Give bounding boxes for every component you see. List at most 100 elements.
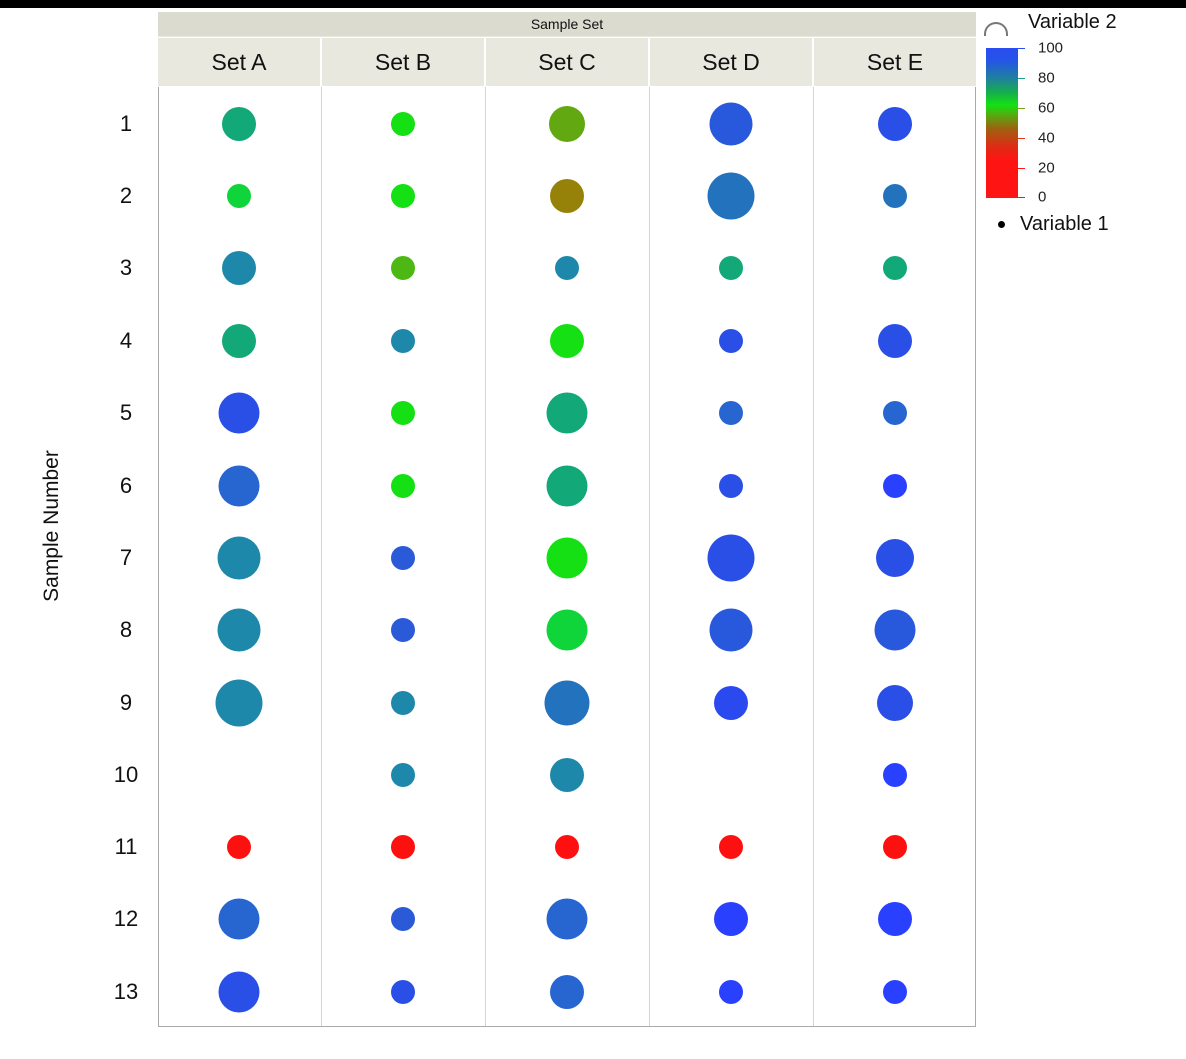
tick-mark xyxy=(1018,108,1025,109)
bubble-set-d-row-4[interactable] xyxy=(719,329,743,353)
column-header-set-c[interactable]: Set C xyxy=(486,38,648,86)
row-label-10: 10 xyxy=(113,762,139,787)
bubble-set-e-row-3[interactable] xyxy=(883,256,907,280)
column-header-set-d[interactable]: Set D xyxy=(650,38,812,86)
bubble-set-a-row-9[interactable] xyxy=(215,679,263,727)
tick-label-80: 80 xyxy=(1038,69,1055,87)
tick-label-40: 40 xyxy=(1038,129,1055,147)
bubble-set-d-row-9[interactable] xyxy=(714,686,748,720)
column-divider xyxy=(321,87,322,1026)
bubble-set-e-row-7[interactable] xyxy=(876,539,914,577)
bubble-set-b-row-7[interactable] xyxy=(391,546,415,570)
bubble-set-c-row-7[interactable] xyxy=(546,537,588,579)
row-label-7: 7 xyxy=(119,545,133,570)
super-header-label: Sample Set xyxy=(530,16,604,32)
column-header-set-e[interactable]: Set E xyxy=(814,38,976,86)
bubble-set-a-row-7[interactable] xyxy=(217,536,261,580)
column-divider xyxy=(649,87,650,1026)
bubble-set-a-row-2[interactable] xyxy=(227,184,251,208)
bubble-set-c-row-9[interactable] xyxy=(544,680,590,726)
bubble-set-d-row-7[interactable] xyxy=(707,534,755,582)
bubble-set-c-row-10[interactable] xyxy=(550,758,584,792)
bubble-set-a-row-1[interactable] xyxy=(222,107,256,141)
column-headers: Set A Set B Set C Set D Set E xyxy=(158,38,976,86)
row-label-3: 3 xyxy=(119,255,133,280)
bubble-set-d-row-11[interactable] xyxy=(719,835,743,859)
row-label-13: 13 xyxy=(113,979,139,1004)
bubble-set-a-row-5[interactable] xyxy=(218,392,260,434)
bubble-set-c-row-5[interactable] xyxy=(546,392,588,434)
bubble-set-e-row-4[interactable] xyxy=(878,324,912,358)
bubble-set-a-row-12[interactable] xyxy=(218,898,260,940)
row-label-2: 2 xyxy=(119,183,133,208)
bubble-set-b-row-3[interactable] xyxy=(391,256,415,280)
tick-label-20: 20 xyxy=(1038,159,1055,177)
bubble-set-c-row-6[interactable] xyxy=(546,465,588,507)
bubble-set-e-row-1[interactable] xyxy=(878,107,912,141)
bubble-set-b-row-1[interactable] xyxy=(391,112,415,136)
bubble-set-e-row-10[interactable] xyxy=(883,763,907,787)
tick-mark xyxy=(1018,197,1025,198)
bubble-set-a-row-11[interactable] xyxy=(227,835,251,859)
row-label-5: 5 xyxy=(119,400,133,425)
legend: Variable 2 100 80 60 40 20 0 Variable 1 xyxy=(982,8,1186,248)
size-legend-dot-icon xyxy=(998,221,1005,228)
tick-mark xyxy=(1018,168,1025,169)
bubble-set-e-row-5[interactable] xyxy=(883,401,907,425)
row-label-11: 11 xyxy=(114,834,138,859)
row-label-4: 4 xyxy=(119,328,133,353)
bubble-set-e-row-8[interactable] xyxy=(874,609,916,651)
bubble-set-d-row-12[interactable] xyxy=(714,902,748,936)
bubble-set-b-row-2[interactable] xyxy=(391,184,415,208)
bubble-set-c-row-4[interactable] xyxy=(550,324,584,358)
bubble-set-e-row-6[interactable] xyxy=(883,474,907,498)
bubble-set-b-row-12[interactable] xyxy=(391,907,415,931)
column-divider xyxy=(485,87,486,1026)
tick-mark xyxy=(1018,138,1025,139)
bubble-set-e-row-9[interactable] xyxy=(877,685,913,721)
bubble-set-d-row-2[interactable] xyxy=(707,172,755,220)
bubble-set-c-row-3[interactable] xyxy=(555,256,579,280)
bubble-set-e-row-13[interactable] xyxy=(883,980,907,1004)
bubble-set-c-row-1[interactable] xyxy=(549,106,585,142)
bubble-set-e-row-12[interactable] xyxy=(878,902,912,936)
plot-area xyxy=(158,87,976,1027)
bubble-set-b-row-11[interactable] xyxy=(391,835,415,859)
bubble-set-d-row-5[interactable] xyxy=(719,401,743,425)
bubble-set-a-row-3[interactable] xyxy=(222,251,256,285)
row-label-8: 8 xyxy=(119,617,133,642)
bubble-set-b-row-10[interactable] xyxy=(391,763,415,787)
bubble-set-c-row-12[interactable] xyxy=(546,898,588,940)
legend-size-title: Variable 1 xyxy=(1020,213,1109,235)
bubble-set-d-row-6[interactable] xyxy=(719,474,743,498)
bubble-set-c-row-2[interactable] xyxy=(550,179,584,213)
bubble-set-d-row-13[interactable] xyxy=(719,980,743,1004)
bubble-set-b-row-13[interactable] xyxy=(391,980,415,1004)
y-axis-title: Sample Number xyxy=(40,450,63,602)
bubble-set-e-row-11[interactable] xyxy=(883,835,907,859)
bubble-set-b-row-4[interactable] xyxy=(391,329,415,353)
bubble-set-b-row-6[interactable] xyxy=(391,474,415,498)
bubble-set-b-row-9[interactable] xyxy=(391,691,415,715)
bubble-set-d-row-3[interactable] xyxy=(719,256,743,280)
tick-mark xyxy=(1018,78,1025,79)
tick-label-60: 60 xyxy=(1038,99,1055,117)
bubble-set-d-row-8[interactable] xyxy=(709,608,753,652)
bubble-set-b-row-5[interactable] xyxy=(391,401,415,425)
bubble-set-a-row-4[interactable] xyxy=(222,324,256,358)
bubble-set-c-row-11[interactable] xyxy=(555,835,579,859)
bubble-set-a-row-13[interactable] xyxy=(218,971,260,1013)
bubble-set-a-row-8[interactable] xyxy=(217,608,261,652)
row-label-1: 1 xyxy=(119,111,133,136)
column-header-set-b[interactable]: Set B xyxy=(322,38,484,86)
bubble-set-b-row-8[interactable] xyxy=(391,618,415,642)
bubble-set-e-row-2[interactable] xyxy=(883,184,907,208)
column-header-set-a[interactable]: Set A xyxy=(158,38,320,86)
tick-mark xyxy=(1018,48,1025,49)
tick-label-0: 0 xyxy=(1038,188,1047,206)
bubble-set-c-row-8[interactable] xyxy=(546,609,588,651)
bubble-set-d-row-1[interactable] xyxy=(709,102,753,146)
row-label-6: 6 xyxy=(119,473,133,498)
bubble-set-a-row-6[interactable] xyxy=(218,465,260,507)
bubble-set-c-row-13[interactable] xyxy=(550,975,584,1009)
